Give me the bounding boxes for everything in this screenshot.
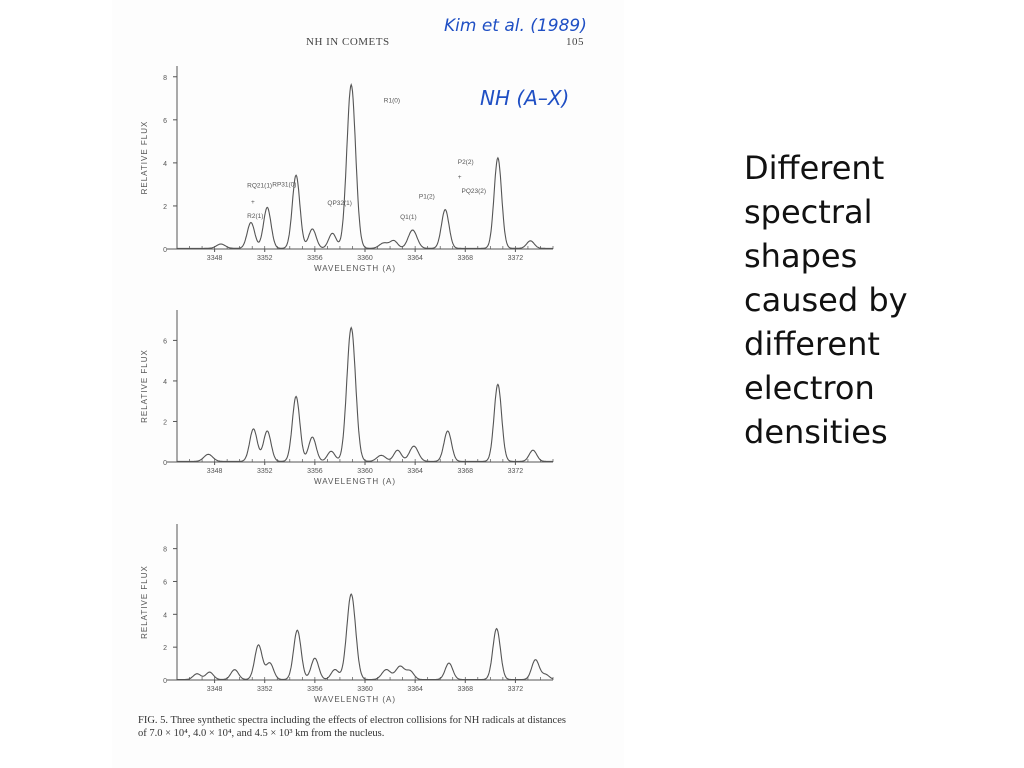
x-tick-label: 3360 (357, 468, 373, 475)
x-tick-label: 3352 (257, 686, 273, 693)
peak-annotation: + (458, 174, 462, 181)
y-tick-label: 0 (163, 247, 167, 254)
slide-text-line: electron (744, 369, 875, 407)
peak-annotation: P1(2) (419, 193, 435, 200)
slide-text-line: densities (744, 413, 888, 451)
y-tick-label: 4 (163, 161, 167, 168)
x-tick-label: 3348 (207, 255, 223, 262)
y-axis-label: RELATIVE FLUX (140, 121, 149, 195)
x-tick-label: 3356 (307, 255, 323, 262)
running-header: NH IN COMETS (306, 36, 390, 48)
figure-caption: FIG. 5. Three synthetic spectra includin… (138, 715, 566, 739)
x-tick-label: 3348 (207, 686, 223, 693)
x-tick-label: 3352 (257, 255, 273, 262)
y-tick-label: 4 (163, 612, 167, 619)
y-tick-label: 2 (163, 419, 167, 426)
peak-annotation: R1(0) (384, 98, 400, 105)
x-tick-label: 3364 (407, 255, 423, 262)
handwritten-band-label: NH (A–X) (480, 86, 570, 110)
y-tick-label: 6 (163, 118, 167, 125)
peak-annotation: P2(2) (458, 159, 474, 166)
page-number: 105 (566, 36, 584, 48)
x-axis-label: WAVELENGTH (A) (314, 264, 396, 273)
y-tick-label: 6 (163, 579, 167, 586)
slide-text-line: caused by (744, 281, 908, 319)
y-axis-label: RELATIVE FLUX (140, 565, 149, 639)
y-tick-label: 0 (163, 460, 167, 467)
peak-annotation: QP32(1) (327, 200, 352, 207)
x-tick-label: 3372 (508, 468, 524, 475)
peak-annotation: R2(1) (247, 213, 263, 220)
slide-text-line: different (744, 325, 880, 363)
spectrum-line (177, 326, 553, 462)
x-tick-label: 3368 (457, 468, 473, 475)
x-axis-label: WAVELENGTH (A) (314, 695, 396, 704)
y-tick-label: 2 (163, 204, 167, 211)
x-tick-label: 3368 (457, 686, 473, 693)
x-tick-label: 3356 (307, 686, 323, 693)
y-tick-label: 4 (163, 379, 167, 386)
scanned-page (112, 0, 624, 768)
x-tick-label: 3364 (407, 468, 423, 475)
x-tick-label: 3368 (457, 255, 473, 262)
y-tick-label: 8 (163, 547, 167, 554)
y-tick-label: 2 (163, 645, 167, 652)
x-tick-label: 3360 (357, 686, 373, 693)
slide-text-line: Different (744, 149, 885, 187)
x-tick-label: 3348 (207, 468, 223, 475)
x-tick-label: 3356 (307, 468, 323, 475)
x-tick-label: 3372 (508, 255, 524, 262)
handwritten-citation: Kim et al. (1989) (444, 16, 587, 36)
peak-annotation: PQ23(2) (462, 188, 487, 195)
peak-annotation: Q1(1) (400, 214, 417, 221)
slide-text-line: spectral (744, 193, 873, 231)
peak-annotation: RQ21(1) (247, 183, 272, 190)
x-tick-label: 3372 (508, 686, 524, 693)
y-tick-label: 6 (163, 338, 167, 345)
y-tick-label: 8 (163, 75, 167, 82)
y-tick-label: 0 (163, 678, 167, 685)
x-axis-label: WAVELENGTH (A) (314, 477, 396, 486)
spectrum-line (177, 593, 554, 681)
x-tick-label: 3352 (257, 468, 273, 475)
x-tick-label: 3360 (357, 255, 373, 262)
x-tick-label: 3364 (407, 686, 423, 693)
peak-annotation: RP31(0) (272, 182, 296, 189)
y-axis-label: RELATIVE FLUX (140, 349, 149, 423)
spectrum-line (177, 83, 553, 249)
peak-annotation: + (251, 199, 255, 206)
slide-text: Different spectral shapes caused by diff… (744, 146, 994, 454)
slide-text-line: shapes (744, 237, 858, 275)
